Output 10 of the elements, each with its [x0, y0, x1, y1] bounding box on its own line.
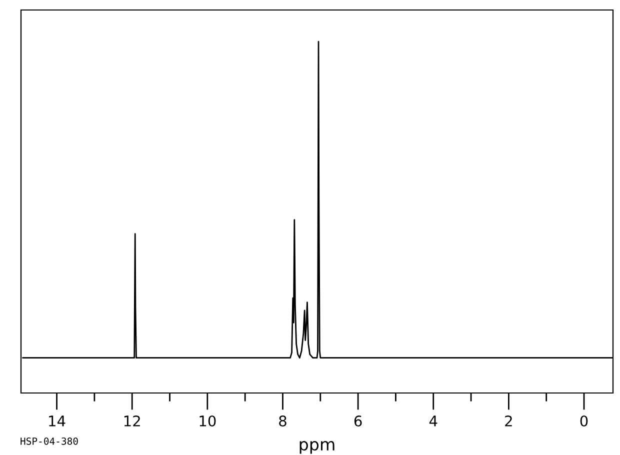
x-tick-label: 0: [580, 415, 588, 427]
x-tick-label: 4: [429, 416, 438, 426]
x-tick-label: 6: [354, 415, 362, 427]
x-tick-label: 8: [279, 415, 286, 427]
x-axis-title: ppm: [300, 441, 334, 454]
text: HSP-04-380: [20, 437, 78, 445]
x-tick-label: 12: [124, 415, 140, 426]
x-tick-label: 2: [505, 415, 512, 426]
x-tick-label: 10: [200, 415, 216, 427]
x-tick-label: 14: [49, 416, 66, 426]
